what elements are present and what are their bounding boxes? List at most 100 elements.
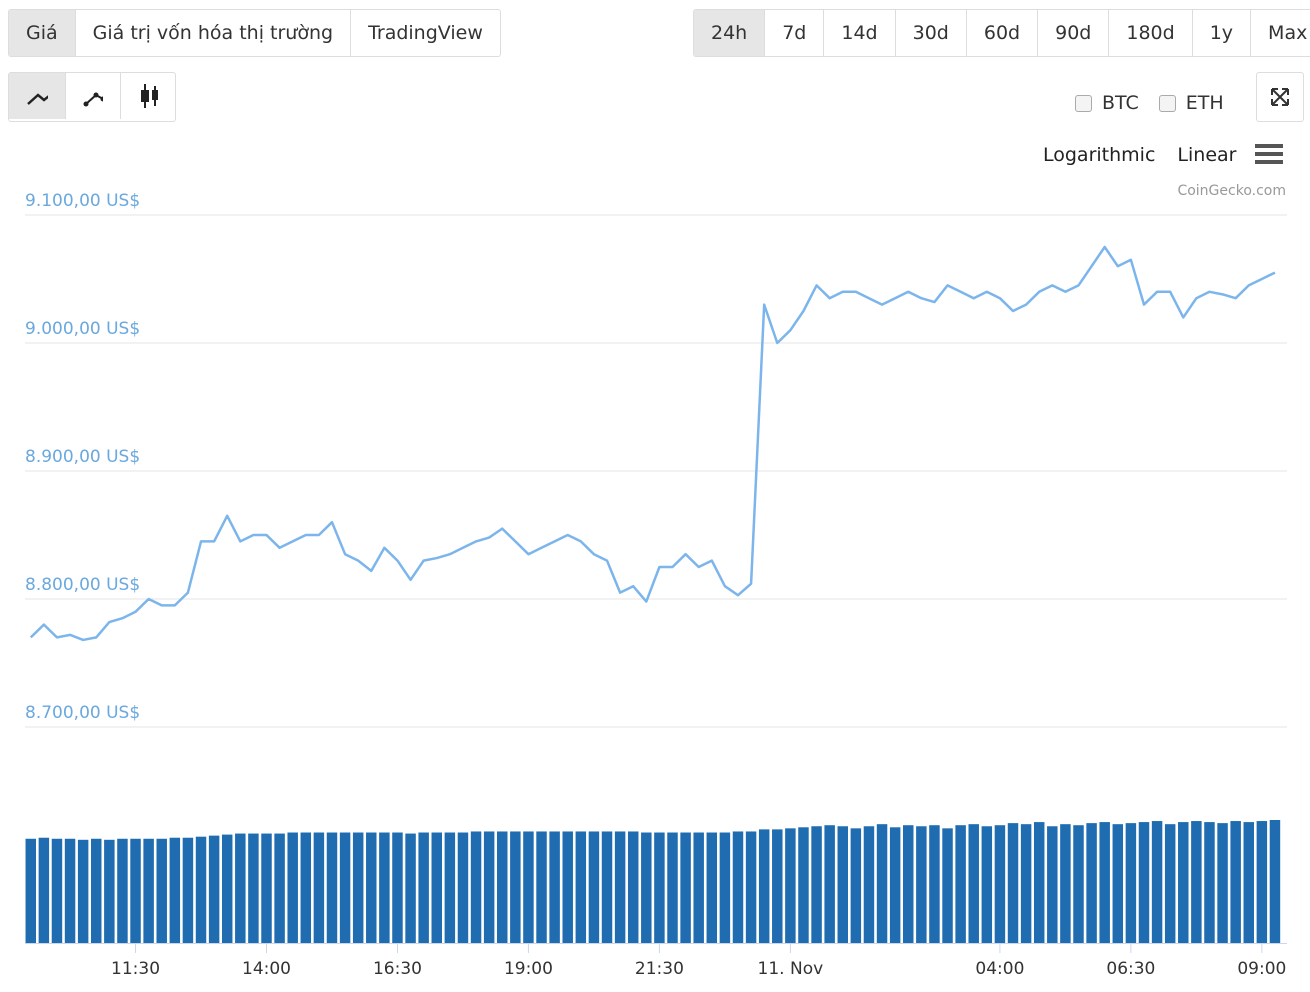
y-tick-label: 8.700,00 US$ [25, 703, 140, 723]
x-tick-label: 19:00 [504, 959, 553, 979]
volume-bar [798, 827, 809, 943]
range-group: 24h 7d 14d 30d 60d 90d 180d 1y Max [693, 9, 1310, 57]
compare-option[interactable]: BTC [1075, 92, 1139, 114]
tab-group: Giá Giá trị vốn hóa thị trường TradingView [8, 9, 501, 57]
volume-bar [641, 832, 652, 943]
volume-bar [1269, 820, 1281, 943]
volume-bar [1138, 822, 1150, 943]
volume-bar [1243, 822, 1254, 943]
volume-bar [444, 832, 456, 943]
x-tick-label: 11:30 [111, 959, 160, 979]
volume-bar [837, 826, 848, 943]
volume-bar [1164, 824, 1176, 943]
line-type-button[interactable] [9, 73, 66, 119]
volume-bar [248, 833, 259, 943]
volume-bar [1020, 824, 1032, 943]
volume-bar [117, 838, 128, 943]
checkbox[interactable] [1075, 94, 1092, 112]
menu-button[interactable] [1254, 142, 1284, 166]
range-button[interactable]: 90d [1038, 10, 1110, 56]
volume-bar [418, 832, 429, 943]
volume-bar [981, 826, 993, 943]
volume-bar [929, 825, 940, 943]
volume-bar [143, 838, 154, 943]
volume-bar [916, 826, 927, 943]
volume-bar [942, 828, 953, 943]
range-button[interactable]: 7d [765, 10, 825, 56]
volume-bar [130, 838, 141, 943]
tab-button[interactable]: Giá trị vốn hóa thị trường [76, 10, 352, 56]
volume-bar [287, 832, 298, 943]
volume-bar [497, 831, 508, 943]
chart-type-group [8, 72, 176, 122]
x-tick-label: 21:30 [635, 959, 684, 979]
volume-bar [903, 825, 914, 943]
compare-label: ETH [1185, 92, 1224, 114]
volume-bar [195, 836, 207, 943]
volume-bar [706, 832, 718, 943]
volume-bar [1125, 823, 1137, 943]
volume-bar [719, 832, 731, 943]
volume-bar [1256, 821, 1268, 943]
volume-bar [392, 832, 403, 943]
range-button[interactable]: 1y [1193, 10, 1252, 56]
volume-bar [785, 828, 796, 943]
volume-bar [457, 832, 469, 943]
volume-bar [575, 831, 587, 943]
volume-bar [300, 832, 312, 943]
x-tick-label: 16:30 [373, 959, 422, 979]
volume-bar [994, 825, 1006, 943]
volume-bar [693, 832, 704, 943]
scale-button[interactable]: Logarithmic [1043, 144, 1156, 166]
fullscreen-button[interactable] [1256, 72, 1304, 122]
tab-button[interactable]: TradingView [368, 22, 483, 44]
volume-bar [732, 831, 744, 943]
point-type-button[interactable] [66, 73, 121, 119]
volume-bar [156, 838, 167, 943]
volume-bar [824, 825, 835, 943]
volume-bar [811, 826, 822, 943]
compare-option[interactable]: ETH [1158, 92, 1224, 114]
volume-bar [366, 832, 377, 943]
range-button[interactable]: 24h [694, 10, 766, 56]
y-tick-label: 9.100,00 US$ [25, 191, 140, 211]
volume-bar [745, 831, 757, 943]
volume-bar [64, 838, 76, 943]
range-button[interactable]: Max [1268, 22, 1308, 44]
volume-bar [1007, 823, 1019, 943]
volume-bar [1204, 822, 1215, 943]
volume-bar [235, 833, 246, 943]
volume-bar [182, 837, 194, 943]
range-button[interactable]: 60d [967, 10, 1039, 56]
compare-group: BTC ETH [1075, 92, 1224, 114]
icon [83, 92, 103, 107]
volume-bar [680, 832, 691, 943]
volume-bar [614, 831, 626, 943]
volume-bar [25, 838, 37, 943]
range-button[interactable]: 14d [824, 10, 896, 56]
volume-bar [38, 837, 50, 943]
volume-bar [654, 832, 665, 943]
volume-bar [51, 838, 63, 943]
volume-bar [1151, 821, 1163, 943]
volume-bar [968, 824, 979, 943]
icon [1271, 88, 1289, 106]
range-button[interactable]: 180d [1109, 10, 1193, 56]
volume-bar [1112, 824, 1124, 943]
volume-bar [221, 834, 233, 943]
volume-bar [91, 838, 102, 943]
scale-button[interactable]: Linear [1177, 144, 1237, 166]
candle-type-button[interactable] [121, 73, 175, 119]
range-button[interactable]: 30d [896, 10, 967, 56]
volume-bar [352, 832, 364, 943]
volume-bar [77, 839, 89, 943]
volume-bar [1073, 825, 1084, 943]
tab-button[interactable]: Giá [9, 10, 76, 56]
checkbox[interactable] [1158, 94, 1176, 112]
volume-bar [889, 827, 901, 943]
y-tick-label: 8.800,00 US$ [25, 575, 140, 595]
volume-bar [1230, 821, 1241, 943]
volume-bar [104, 839, 115, 943]
